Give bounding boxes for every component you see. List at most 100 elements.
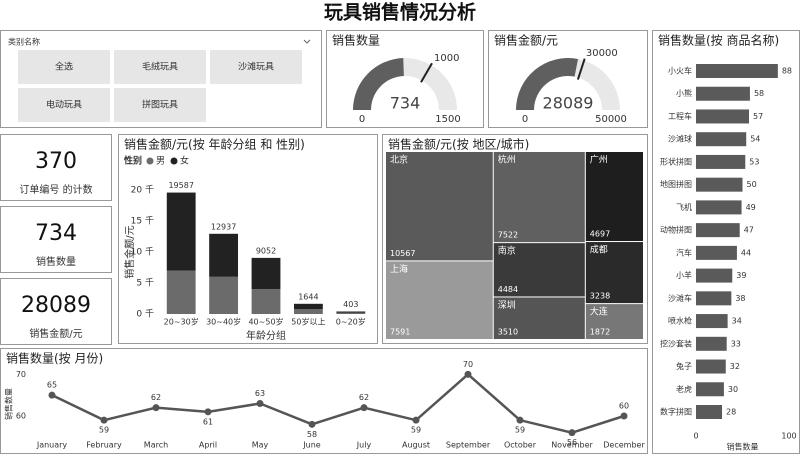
- tile-value: 3238: [590, 292, 610, 301]
- bar: [696, 177, 743, 192]
- bar: [696, 109, 750, 124]
- treemap-tile: [386, 152, 493, 261]
- bar: [696, 382, 724, 397]
- y-tick-label: 喷水枪: [668, 316, 692, 326]
- treemap-tile: [493, 243, 585, 297]
- x-tick-label: 100: [781, 432, 796, 441]
- value-label: 34: [732, 317, 742, 326]
- tile-value: 4484: [498, 285, 518, 294]
- treemap-tile: [585, 242, 643, 304]
- line: [51, 372, 625, 434]
- gauge-target: [576, 58, 586, 80]
- card-label: 销售金额/元: [29, 327, 82, 340]
- value-label: 50: [747, 180, 757, 189]
- value-label: 56: [567, 438, 577, 447]
- tile-name: 北京: [390, 154, 408, 166]
- tile-value: 4697: [590, 230, 610, 239]
- tile-name: 南京: [498, 245, 516, 257]
- x-tick-label: April: [199, 441, 217, 450]
- x-tick-label: March: [144, 441, 168, 450]
- tile-value: 3510: [498, 328, 518, 337]
- slicer-button[interactable]: [18, 88, 110, 122]
- tile-value: 1872: [590, 328, 610, 337]
- legend-dot: [146, 157, 154, 165]
- value-label: 88: [782, 67, 792, 76]
- y-axis-label: 销售数量: [4, 388, 14, 420]
- total-label: 9052: [256, 246, 276, 255]
- slicer-button[interactable]: [114, 88, 206, 122]
- slicer-button[interactable]: [18, 50, 110, 84]
- bar-segment: [166, 270, 196, 314]
- chart-panel: [488, 30, 648, 128]
- legend-title: 性别: [124, 155, 142, 167]
- y-tick-label: 小火车: [668, 66, 692, 76]
- value-label: 47: [744, 226, 754, 235]
- value-label: 59: [411, 426, 421, 435]
- chart-title: 销售数量: [332, 33, 380, 48]
- value-label: 57: [753, 112, 763, 121]
- total-label: 1644: [298, 292, 318, 301]
- value-label: 49: [746, 203, 756, 212]
- treemap-tile: [585, 152, 643, 242]
- value-label: 33: [731, 339, 741, 348]
- value-label: 44: [741, 248, 751, 257]
- x-tick-label: July: [356, 441, 372, 450]
- gauge-min: 0: [522, 114, 528, 125]
- gauge-min: 0: [359, 114, 365, 125]
- point: [412, 416, 420, 424]
- bar-segment: [209, 276, 239, 314]
- x-tick-label: 20~30岁: [164, 317, 199, 327]
- x-tick-label: December: [603, 441, 645, 450]
- total-label: 403: [343, 300, 358, 309]
- y-tick-label: 小熊: [676, 88, 692, 98]
- card-label: 订单编号 的计数: [19, 183, 92, 196]
- dropdown-icon[interactable]: [303, 39, 311, 44]
- point: [568, 429, 576, 437]
- value-label: 28: [726, 408, 736, 417]
- value-label: 59: [515, 426, 525, 435]
- slicer-button[interactable]: [114, 50, 206, 84]
- y-tick-label: 小羊: [676, 270, 692, 280]
- card-panel: [0, 278, 112, 345]
- y-tick-label: 工程车: [668, 111, 692, 121]
- x-tick-label: November: [551, 441, 593, 450]
- x-tick-label: 40~50岁: [248, 317, 283, 327]
- y-tick-label: 20 千: [131, 185, 154, 196]
- legend-label: 女: [180, 155, 189, 167]
- bar-segment: [209, 233, 239, 277]
- page-title: 玩具销售情况分析: [324, 1, 476, 24]
- tile-name: 广州: [590, 154, 608, 166]
- chart-title: 销售金额/元(按 地区/城市): [388, 137, 529, 152]
- value-label: 58: [307, 430, 317, 439]
- card-value: 734: [35, 221, 77, 246]
- slicer-button[interactable]: [210, 50, 302, 84]
- card-value: 370: [35, 149, 77, 174]
- gauge-target-label: 1000: [434, 53, 459, 64]
- bar: [696, 336, 727, 351]
- treemap-tile: [493, 152, 585, 243]
- y-tick-label: 沙滩车: [668, 293, 692, 303]
- value-label: 62: [151, 393, 161, 402]
- tile-name: 成都: [590, 244, 608, 256]
- bar: [696, 64, 778, 78]
- chart-title: 销售金额/元(按 年龄分组 和 性别): [124, 137, 305, 152]
- gauge-value: [353, 58, 404, 110]
- chart-panel: [326, 30, 484, 128]
- bar: [696, 405, 723, 419]
- chart-title: 销售数量(按 月份): [6, 351, 103, 366]
- y-tick-label: 挖沙套装: [660, 338, 692, 348]
- y-tick-label: 兔子: [676, 361, 692, 371]
- chart-panel: [0, 348, 648, 454]
- value-label: 61: [203, 417, 213, 426]
- tile-name: 大连: [590, 306, 608, 318]
- value-label: 62: [359, 393, 369, 402]
- y-tick-label: 飞机: [676, 202, 692, 212]
- y-tick-label: 汽车: [676, 247, 692, 257]
- chart-panel: [652, 30, 800, 454]
- value-label: 58: [754, 89, 764, 98]
- y-tick-label: 老虎: [676, 384, 692, 394]
- slicer-option: 沙滩玩具: [238, 61, 274, 73]
- tile-value: 7591: [390, 328, 410, 337]
- x-tick-label: August: [402, 441, 430, 450]
- value-label: 60: [619, 402, 629, 411]
